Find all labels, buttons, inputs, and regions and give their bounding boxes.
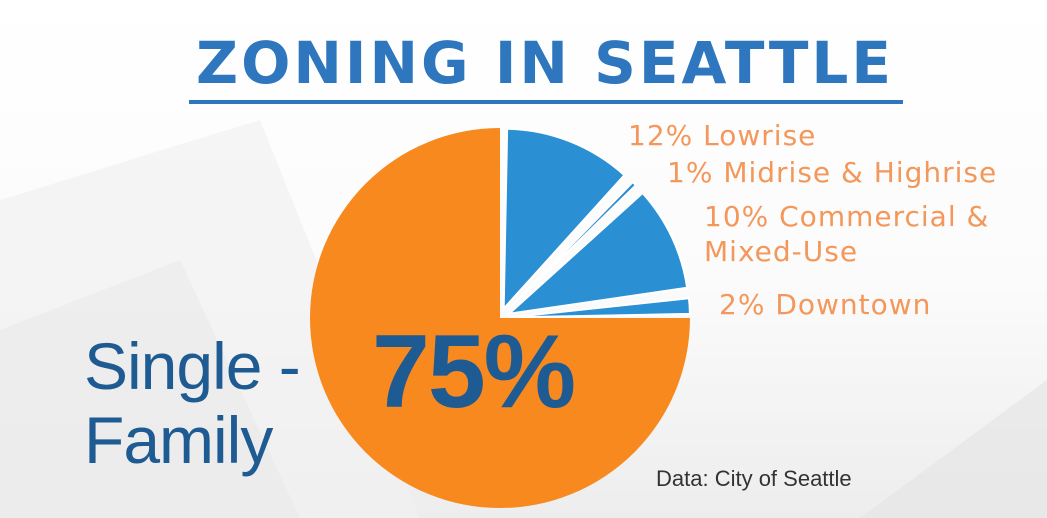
chart-title: ZONING IN SEATTLE [196,29,894,97]
label-downtown: 2% Downtown [719,288,932,321]
single-family-label: Single - Family [84,329,301,478]
title-underline [189,100,903,104]
data-source: Data: City of Seattle [656,466,852,491]
single-family-percent: 75% [372,314,576,430]
pie-slice-4 [310,128,690,508]
label-commercial-line2: Mixed-Use [704,235,859,268]
single-family-label-line2: Family [84,402,273,477]
label-lowrise: 12% Lowrise [628,119,817,152]
pie-slice-1 [506,180,638,312]
label-midrise-highrise: 1% Midrise & Highrise [667,156,998,189]
pie-slice-2 [505,191,689,316]
pie-slice-3 [509,297,691,319]
label-commercial-line1: 10% Commercial & [704,200,990,233]
pie-slice-0 [502,127,626,312]
single-family-label-line1: Single - [84,329,301,403]
